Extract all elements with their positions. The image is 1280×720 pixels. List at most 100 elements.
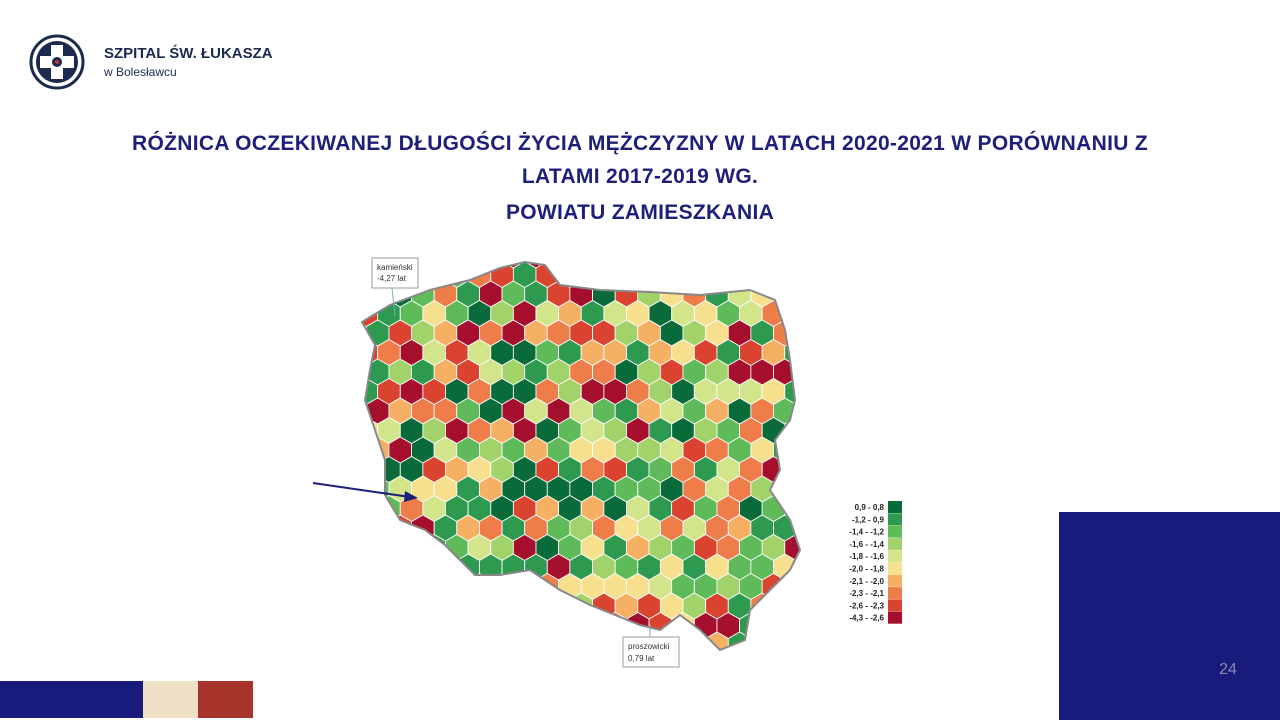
county <box>362 612 379 639</box>
county <box>773 592 797 620</box>
legend-label: -4,3 - -2,6 <box>849 614 884 623</box>
county <box>705 262 729 269</box>
county <box>682 631 706 650</box>
county <box>648 262 672 288</box>
county <box>694 652 717 678</box>
county <box>795 514 800 542</box>
county <box>491 652 514 678</box>
county <box>467 573 492 600</box>
county <box>773 262 797 269</box>
county <box>581 652 604 678</box>
county <box>423 652 446 678</box>
county <box>362 456 379 483</box>
county <box>362 397 367 425</box>
county <box>388 592 412 620</box>
hospital-name: SZPITAL ŚW. ŁUKASZA <box>104 44 273 62</box>
county <box>411 631 435 650</box>
county <box>362 358 367 386</box>
county <box>558 612 582 639</box>
county <box>362 573 379 600</box>
callout-box <box>622 636 680 668</box>
county <box>784 262 800 288</box>
county <box>603 262 627 288</box>
county <box>569 631 593 650</box>
county <box>362 262 367 269</box>
county <box>546 262 571 269</box>
county <box>490 573 514 600</box>
county <box>490 612 514 639</box>
county <box>378 652 401 678</box>
county <box>784 300 800 327</box>
county <box>399 612 424 639</box>
county <box>524 631 548 650</box>
county <box>446 652 469 678</box>
county <box>362 436 367 464</box>
county <box>717 652 740 678</box>
legend-swatch <box>888 611 902 624</box>
county <box>513 652 536 678</box>
county <box>716 262 740 288</box>
county <box>773 631 797 650</box>
county <box>362 592 367 620</box>
legend-label: -2,6 - -2,3 <box>849 601 884 610</box>
county <box>750 262 774 269</box>
title-line: RÓŻNICA OCZEKIWANEJ DŁUGOŚCI ŻYCIA MĘŻCZ… <box>132 131 1148 155</box>
county <box>784 573 800 600</box>
county <box>524 592 548 620</box>
county <box>795 280 800 308</box>
county <box>694 262 718 288</box>
hospital-city: w Bolesławcu <box>103 65 177 79</box>
county <box>388 631 412 650</box>
county <box>468 652 491 678</box>
county <box>501 592 525 620</box>
stripe <box>143 681 198 718</box>
county <box>411 592 435 620</box>
callout: proszowicki 0,79 lat <box>622 625 680 668</box>
county <box>536 652 559 678</box>
county <box>445 612 469 639</box>
legend-label: -1,4 - -1,2 <box>849 528 884 537</box>
legend-label: -2,0 - -1,8 <box>849 565 884 574</box>
legend-swatch <box>888 562 902 575</box>
county <box>795 262 800 269</box>
logo <box>29 34 85 90</box>
county <box>365 553 390 581</box>
county <box>558 262 582 288</box>
county <box>362 534 379 561</box>
county <box>362 495 379 522</box>
county <box>365 592 390 620</box>
county <box>422 573 446 600</box>
county <box>761 262 786 288</box>
callout-name: proszowicki <box>628 642 670 651</box>
county <box>785 652 808 678</box>
page-number: 24 <box>1219 661 1237 678</box>
legend-swatch <box>888 537 902 550</box>
county <box>660 262 684 269</box>
callout-name: kamieński <box>377 263 413 272</box>
county <box>377 534 401 561</box>
county <box>671 262 695 288</box>
county <box>513 612 537 639</box>
county <box>569 262 593 269</box>
county <box>456 592 480 620</box>
title-line: LATAMI 2017-2019 WG. <box>522 165 758 188</box>
legend-label: -1,6 - -1,4 <box>849 540 884 549</box>
county <box>626 262 650 288</box>
legend-swatch <box>888 501 902 513</box>
legend-swatch <box>888 550 902 563</box>
legend: 0,9 - 0,8 -1,2 - 0,9 -1,4 - -1,2 -1,6 - -1,… <box>849 501 902 624</box>
county <box>411 553 435 581</box>
county <box>433 262 458 269</box>
county <box>513 573 537 600</box>
county <box>580 262 605 288</box>
county <box>377 573 401 600</box>
county <box>784 456 800 483</box>
county <box>422 612 446 639</box>
county <box>727 262 752 269</box>
county <box>762 652 785 678</box>
county <box>795 319 800 347</box>
county <box>362 514 367 542</box>
county <box>795 397 800 425</box>
callout: kamieński -4,27 lat <box>371 257 419 317</box>
